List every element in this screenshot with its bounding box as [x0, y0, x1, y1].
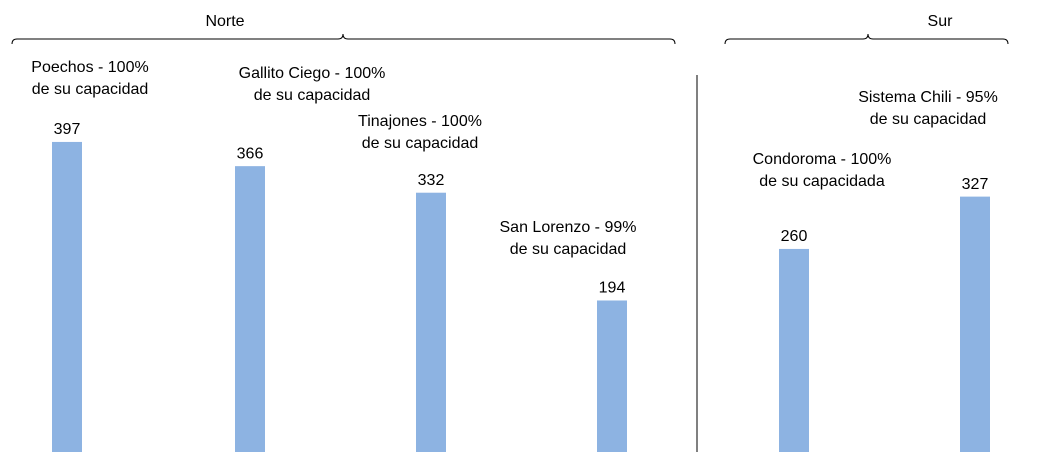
- category-label: Poechos - 100%: [31, 59, 148, 76]
- bar: [52, 141, 82, 452]
- bar: [416, 192, 446, 452]
- category-label: San Lorenzo - 99%: [500, 219, 637, 236]
- data-label: 327: [962, 176, 989, 193]
- bar: [235, 166, 265, 452]
- data-label: 332: [418, 172, 445, 189]
- group-label: Norte: [205, 13, 244, 30]
- category-label: de su capacidad: [254, 87, 371, 104]
- bar: [597, 300, 627, 452]
- data-label: 260: [781, 228, 808, 245]
- data-label: 194: [599, 280, 626, 297]
- category-label: de su capacidad: [32, 81, 149, 98]
- category-label: de su capacidad: [510, 241, 627, 258]
- category-label: de su capacidada: [759, 173, 885, 190]
- bracket: [724, 33, 1009, 45]
- group-label: Sur: [928, 13, 954, 30]
- category-label: Tinajones - 100%: [358, 113, 482, 130]
- bar: [960, 196, 990, 452]
- bar: [779, 248, 809, 452]
- category-label: Gallito Ciego - 100%: [239, 65, 386, 82]
- group-brackets: [11, 33, 1009, 452]
- data-label: 397: [54, 121, 81, 138]
- category-label: de su capacidad: [870, 111, 987, 128]
- category-label: de su capacidad: [362, 135, 479, 152]
- data-label: 366: [237, 145, 264, 162]
- bracket: [11, 33, 676, 45]
- category-label: Sistema Chili - 95%: [858, 89, 998, 106]
- category-label: Condoroma - 100%: [753, 151, 892, 168]
